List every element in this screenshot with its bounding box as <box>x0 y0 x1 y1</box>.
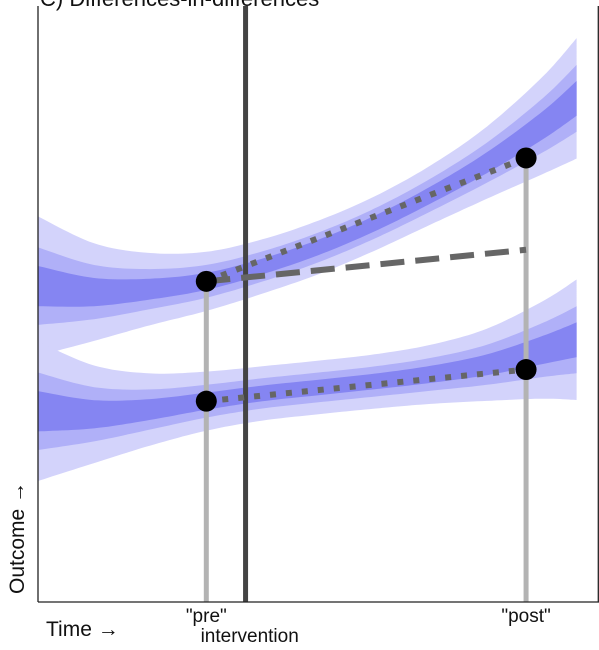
data-point-lower-pre <box>195 390 217 412</box>
points-layer <box>195 147 537 412</box>
confidence-band-lower-level-3 <box>38 322 577 432</box>
data-point-lower-post <box>515 359 537 381</box>
confidence-band-upper-level-3 <box>38 81 577 307</box>
trend-lines-layer <box>205 155 528 405</box>
data-point-upper-pre <box>195 270 217 292</box>
data-point-upper-post <box>515 147 537 169</box>
x-tick-label-pre: "pre" <box>186 606 227 627</box>
axes-layer <box>37 6 599 603</box>
y-axis-label: Outcome → <box>6 482 29 594</box>
x-axis-label: Time → <box>46 618 119 641</box>
axis-text-layer: Time → Outcome → "pre" "post" interventi… <box>6 482 551 647</box>
observed-trend-line-2 <box>206 366 527 405</box>
bands-layer <box>38 38 577 481</box>
intervention-label: intervention <box>201 626 299 647</box>
counterfactual-trend-line-1 <box>206 246 527 285</box>
chart-title: C) Differences-in-differences <box>40 0 319 11</box>
x-tick-label-post: "post" <box>501 606 550 627</box>
